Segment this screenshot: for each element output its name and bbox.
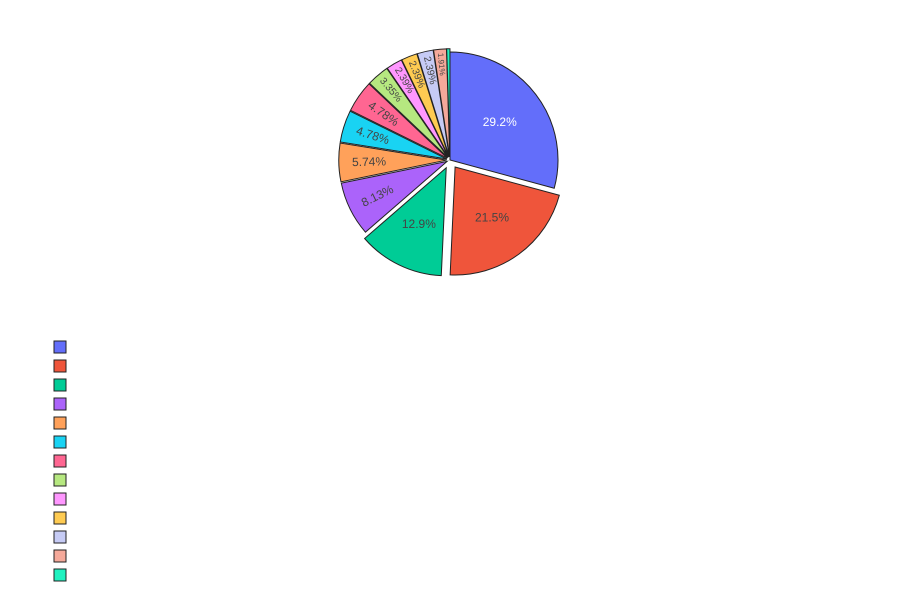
legend-swatch-12[interactable] xyxy=(53,549,67,563)
slice-label-1: 29.2% xyxy=(483,115,517,129)
legend-swatch-8[interactable] xyxy=(53,473,67,487)
pie-slices xyxy=(338,48,560,277)
legend-swatch-2[interactable] xyxy=(53,359,67,373)
pie-slice-1[interactable] xyxy=(449,51,559,189)
legend xyxy=(53,340,67,582)
pie-slice-2[interactable] xyxy=(449,166,560,276)
legend-swatch-13[interactable] xyxy=(53,568,67,582)
pie-slice-7[interactable] xyxy=(349,83,448,159)
legend-swatch-3[interactable] xyxy=(53,378,67,392)
legend-swatch-10[interactable] xyxy=(53,511,67,525)
slice-label-2: 21.5% xyxy=(475,211,509,225)
pie-slice-5[interactable] xyxy=(338,142,447,183)
pie-slice-8[interactable] xyxy=(368,67,449,158)
pie-slice-3[interactable] xyxy=(363,166,447,277)
legend-swatch-1[interactable] xyxy=(53,340,67,354)
legend-swatch-7[interactable] xyxy=(53,454,67,468)
legend-swatch-6[interactable] xyxy=(53,435,67,449)
legend-swatch-4[interactable] xyxy=(53,397,67,411)
pie-slice-6[interactable] xyxy=(339,110,448,160)
slice-label-5: 5.74% xyxy=(352,154,387,169)
slice-label-3: 12.9% xyxy=(402,217,436,231)
slice-label-12: 1.91% xyxy=(436,53,447,76)
legend-swatch-9[interactable] xyxy=(53,492,67,506)
pie-slice-13[interactable] xyxy=(446,48,451,157)
legend-swatch-5[interactable] xyxy=(53,416,67,430)
legend-swatch-11[interactable] xyxy=(53,530,67,544)
pie-slice-4[interactable] xyxy=(340,160,449,233)
